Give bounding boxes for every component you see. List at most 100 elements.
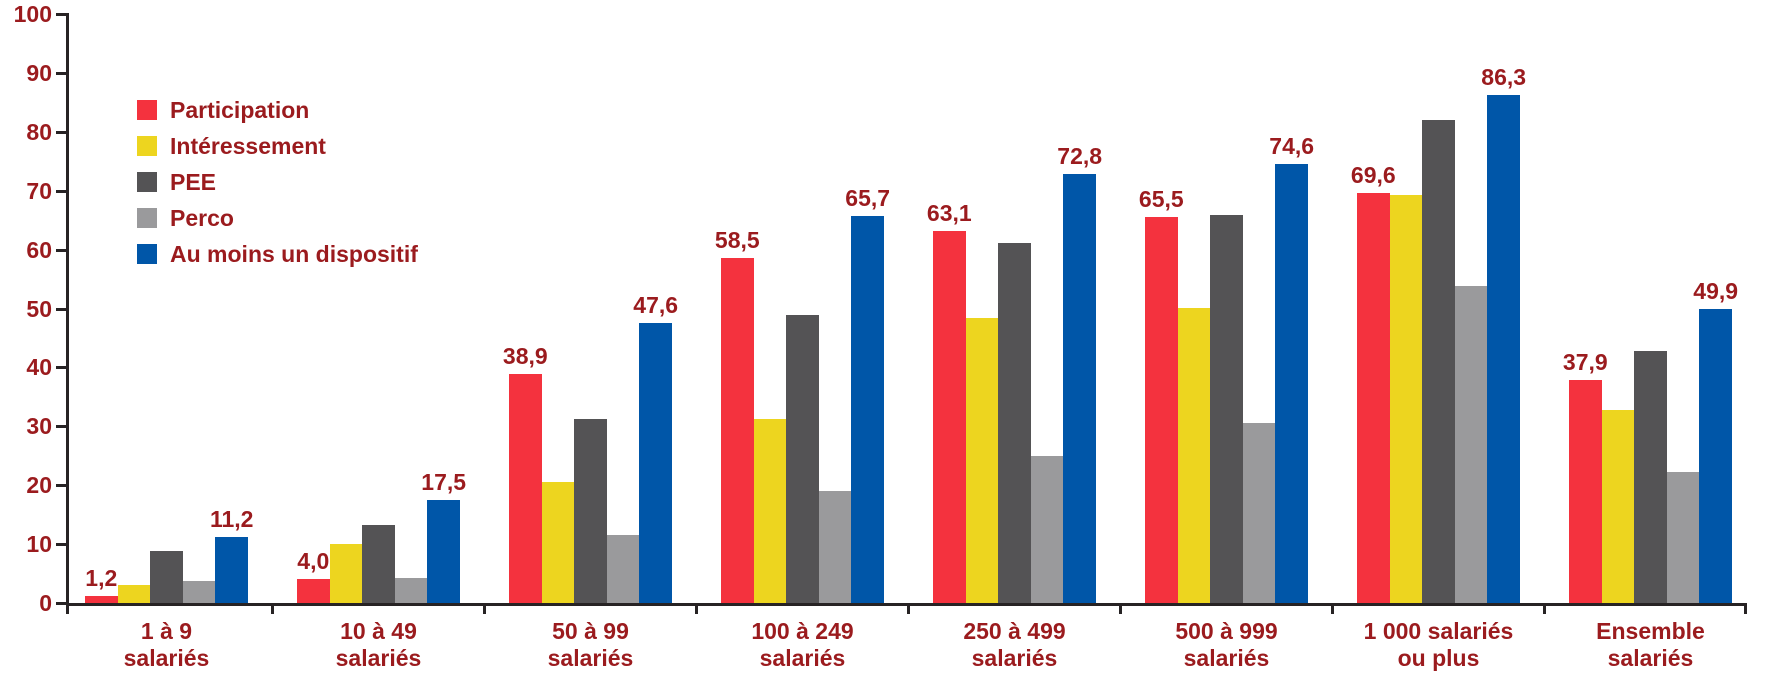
- x-boundary-tick: [483, 603, 486, 614]
- category-label: Ensemble salariés: [1541, 618, 1761, 672]
- legend-swatch-participation: [137, 100, 157, 120]
- bar-pee: [786, 314, 819, 603]
- category-label-line: 50 à 99: [552, 618, 629, 644]
- bar-au-moins-un-dispositif: [1487, 94, 1520, 603]
- legend-swatch-int-ressement: [137, 136, 157, 156]
- chart-legend: Participation Intéressement PEE Perco Au moi…: [137, 97, 418, 266]
- y-tick: [56, 307, 66, 311]
- bar-pee: [150, 550, 183, 603]
- y-tick: [56, 425, 66, 429]
- x-boundary-tick: [1119, 603, 1122, 614]
- value-label: 38,9: [502, 342, 548, 369]
- bar-participation: [933, 231, 966, 603]
- legend-item-pee: PEE: [137, 169, 418, 195]
- bar-perco: [1666, 472, 1700, 603]
- legend-item-au-moins-un-dispositif: Au moins un dispositif: [137, 243, 418, 266]
- value-label: 63,1: [926, 200, 972, 227]
- category-label: 10 à 49 salariés: [269, 618, 489, 672]
- category-label-line: 250 à 499: [963, 618, 1066, 644]
- x-boundary-tick: [271, 603, 274, 614]
- y-tick: [56, 484, 66, 488]
- value-label: 69,6: [1350, 162, 1396, 189]
- x-end-tick: [1744, 603, 1747, 614]
- value-label: 1,2: [85, 564, 118, 591]
- value-label: 4,0: [297, 548, 330, 575]
- bar-participation: [1569, 379, 1602, 603]
- bar-participation: [721, 258, 754, 603]
- bar-pee: [1210, 215, 1243, 603]
- category-label-line: 1 à 9: [140, 618, 193, 644]
- y-tick: [56, 366, 66, 370]
- y-tick-label: 20: [26, 472, 52, 499]
- value-label: 17,5: [421, 468, 467, 495]
- y-tick-label: 80: [26, 118, 52, 145]
- legend-label-participation: Participation: [170, 97, 310, 123]
- bar-int-ressement: [1177, 307, 1211, 603]
- y-tick: [56, 189, 66, 193]
- bar-participation: [297, 579, 330, 603]
- category-label-line: 1 000 salariés: [1363, 618, 1514, 644]
- y-tick-label: 30: [26, 413, 52, 440]
- value-label: 58,5: [714, 227, 760, 254]
- bar-au-moins-un-dispositif: [1063, 174, 1096, 603]
- x-axis: [66, 603, 1747, 606]
- y-tick: [56, 130, 66, 134]
- bar-participation: [1357, 193, 1390, 603]
- y-tick-label: 50: [26, 295, 52, 322]
- bar-perco: [818, 491, 852, 603]
- category-label-line: 10 à 49: [340, 618, 417, 644]
- bar-participation: [509, 373, 542, 603]
- category-label-line: salariés: [123, 645, 210, 671]
- bar-au-moins-un-dispositif: [427, 499, 460, 603]
- y-tick-label: 90: [26, 59, 52, 86]
- bar-pee: [998, 242, 1031, 603]
- bar-au-moins-un-dispositif: [1699, 309, 1732, 603]
- legend-label-int-ressement: Intéressement: [170, 133, 326, 159]
- y-tick-label: 10: [26, 531, 52, 558]
- bar-perco: [1242, 423, 1276, 603]
- legend-swatch-perco: [137, 208, 157, 228]
- bar-pee: [362, 524, 395, 603]
- bar-perco: [1454, 286, 1488, 603]
- legend-item-participation: Participation: [137, 97, 418, 123]
- bar-perco: [1030, 455, 1064, 603]
- y-tick-label: 70: [26, 177, 52, 204]
- bar-participation: [1145, 217, 1178, 603]
- category-label-line: salariés: [971, 645, 1058, 671]
- value-label: 49,9: [1693, 278, 1739, 305]
- y-tick-label: 100: [13, 1, 52, 27]
- category-label: 250 à 499 salariés: [905, 618, 1125, 672]
- category-label-line: salariés: [1183, 645, 1270, 671]
- category-label-line: salariés: [1607, 645, 1694, 671]
- legend-label-pee: PEE: [170, 169, 217, 195]
- bar-pee: [574, 419, 607, 603]
- legend-swatch-au-moins-un-dispositif: [137, 244, 157, 264]
- value-label: 47,6: [633, 291, 679, 318]
- category-label: 500 à 999 salariés: [1117, 618, 1337, 672]
- value-label: 72,8: [1057, 143, 1103, 170]
- bar-int-ressement: [541, 482, 575, 603]
- bar-pee: [1422, 120, 1455, 603]
- category-label: 100 à 249 salariés: [693, 618, 913, 672]
- value-label: 65,5: [1138, 186, 1184, 213]
- y-axis: [66, 13, 69, 614]
- category-label-line: salariés: [547, 645, 634, 671]
- value-label: 86,3: [1481, 63, 1527, 90]
- category-label-line: ou plus: [1397, 645, 1480, 671]
- bar-int-ressement: [1389, 195, 1423, 603]
- category-label-line: salariés: [335, 645, 422, 671]
- category-label-line: 500 à 999: [1175, 618, 1278, 644]
- bar-perco: [182, 581, 216, 603]
- bar-int-ressement: [753, 418, 787, 603]
- y-tick-label: 40: [26, 354, 52, 381]
- x-boundary-tick: [695, 603, 698, 614]
- value-label: 65,7: [845, 185, 891, 212]
- bar-au-moins-un-dispositif: [639, 322, 672, 603]
- bar-au-moins-un-dispositif: [851, 216, 884, 603]
- y-tick: [56, 602, 66, 605]
- value-label: 74,6: [1269, 132, 1315, 159]
- category-label: 1 à 9 salariés: [57, 618, 277, 672]
- bar-int-ressement: [117, 584, 151, 603]
- bar-int-ressement: [965, 317, 999, 603]
